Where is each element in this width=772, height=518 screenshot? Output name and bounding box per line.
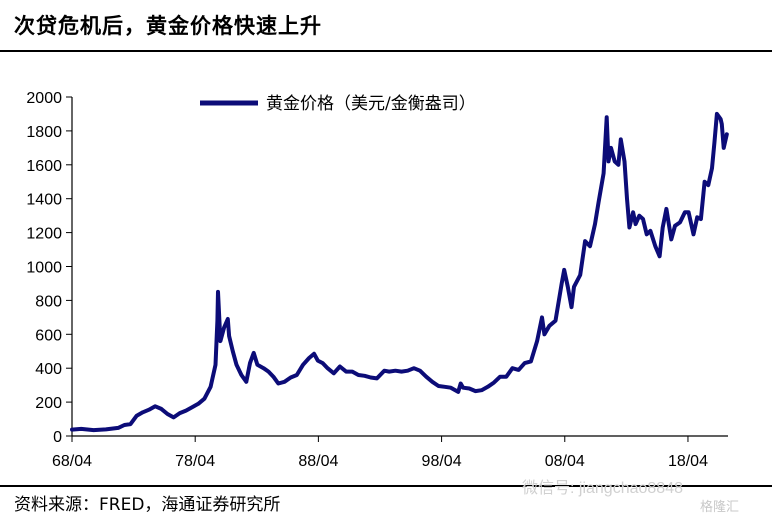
page-title: 次贷危机后，黄金价格快速上升 [14, 13, 322, 38]
series-line-gold-price [70, 111, 729, 433]
chart-frame [71, 97, 728, 437]
x-tick-label: 08/04 [545, 453, 585, 470]
y-tick-label: 1800 [26, 124, 62, 141]
legend-label: 黄金价格（美元/金衡盎司） [266, 94, 476, 114]
y-tick-label: 0 [53, 429, 62, 446]
y-tick-label: 1400 [26, 192, 62, 209]
y-tick-label: 1200 [26, 226, 62, 243]
series-layer [70, 111, 729, 433]
watermark-logo: 格隆汇 [700, 499, 740, 514]
x-tick-label: 68/04 [52, 453, 92, 470]
x-ticks: 68/04 78/04 88/04 98/04 08/04 18/04 [52, 436, 708, 470]
x-tick-label: 78/04 [175, 453, 215, 470]
x-tick-label: 98/04 [422, 453, 462, 470]
x-tick-label: 18/04 [668, 453, 708, 470]
y-tick-label: 800 [35, 293, 62, 310]
top-rule [0, 50, 772, 52]
bottom-rule [0, 485, 772, 487]
y-tick-label: 600 [35, 327, 62, 344]
gold-price-chart: 0 200 400 600 800 1000 1200 1400 1600 1800 2000 68… [26, 90, 729, 470]
source-note: 资料来源：FRED，海通证券研究所 [14, 495, 281, 515]
y-tick-label: 2000 [26, 90, 62, 107]
y-tick-label: 1000 [26, 260, 62, 277]
y-tick-label: 1600 [26, 158, 62, 175]
legend: 黄金价格（美元/金衡盎司） [200, 94, 476, 114]
watermark-text: 微信号: jiangchao8848 [522, 480, 683, 497]
x-tick-label: 88/04 [298, 453, 338, 470]
y-tick-label: 200 [35, 395, 62, 412]
y-ticks: 0 200 400 600 800 1000 1200 1400 1600 1800 2000 [26, 90, 72, 446]
y-tick-label: 400 [35, 361, 62, 378]
